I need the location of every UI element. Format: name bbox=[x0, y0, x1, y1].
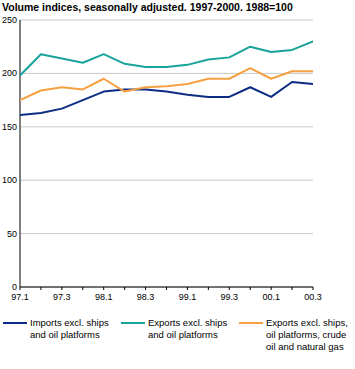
x-tick bbox=[271, 287, 272, 290]
legend-swatch bbox=[3, 322, 27, 324]
x-tick bbox=[145, 287, 146, 290]
y-tick-label: 100 bbox=[2, 175, 17, 185]
x-tick-label: 00.3 bbox=[304, 292, 322, 302]
grid-line bbox=[20, 180, 313, 181]
y-tick-label: 0 bbox=[12, 282, 17, 292]
legend-item: Exports excl. ships,oil platforms, crude… bbox=[239, 317, 348, 352]
x-tick bbox=[208, 287, 209, 290]
y-axis bbox=[20, 20, 21, 287]
x-tick bbox=[61, 287, 62, 290]
x-tick bbox=[166, 287, 167, 290]
legend-label: Imports excl. shipsand oil platforms bbox=[30, 317, 109, 340]
title: Volume indices, seasonally adjusted. 199… bbox=[2, 1, 293, 13]
chart: Volume indices, seasonally adjusted. 199… bbox=[0, 0, 355, 369]
y-tick-label: 250 bbox=[2, 15, 17, 25]
grid-line bbox=[20, 233, 313, 234]
y-tick-label: 200 bbox=[2, 68, 17, 78]
x-tick bbox=[292, 287, 293, 290]
series-line bbox=[20, 41, 313, 75]
x-tick-label: 99.1 bbox=[179, 292, 197, 302]
legend-swatch bbox=[239, 322, 263, 324]
x-tick-label: 97.1 bbox=[11, 292, 29, 302]
x-tick bbox=[229, 287, 230, 290]
x-tick bbox=[20, 287, 21, 290]
series-line bbox=[20, 68, 313, 100]
y-tick-label: 150 bbox=[2, 122, 17, 132]
x-tick bbox=[124, 287, 125, 290]
x-tick bbox=[187, 287, 188, 290]
legend-item: Exports excl. shipsand oil platforms bbox=[121, 317, 227, 340]
grid-line bbox=[20, 20, 313, 21]
x-tick-label: 99.3 bbox=[221, 292, 239, 302]
x-tick-label: 98.1 bbox=[95, 292, 113, 302]
x-tick-label: 00.1 bbox=[262, 292, 280, 302]
grid-line bbox=[20, 126, 313, 127]
legend-swatch bbox=[121, 322, 145, 324]
legend-label: Exports excl. ships,oil platforms, crude… bbox=[266, 317, 348, 352]
grid-line bbox=[20, 73, 313, 74]
x-tick bbox=[40, 287, 41, 290]
x-tick-label: 98.3 bbox=[137, 292, 155, 302]
legend-label: Exports excl. shipsand oil platforms bbox=[148, 317, 227, 340]
x-tick bbox=[250, 287, 251, 290]
x-tick bbox=[313, 287, 314, 290]
legend-item: Imports excl. shipsand oil platforms bbox=[3, 317, 109, 340]
x-tick bbox=[103, 287, 104, 290]
x-tick bbox=[82, 287, 83, 290]
x-tick-label: 97.3 bbox=[53, 292, 71, 302]
plot-area bbox=[20, 41, 313, 115]
y-tick-label: 50 bbox=[7, 229, 17, 239]
